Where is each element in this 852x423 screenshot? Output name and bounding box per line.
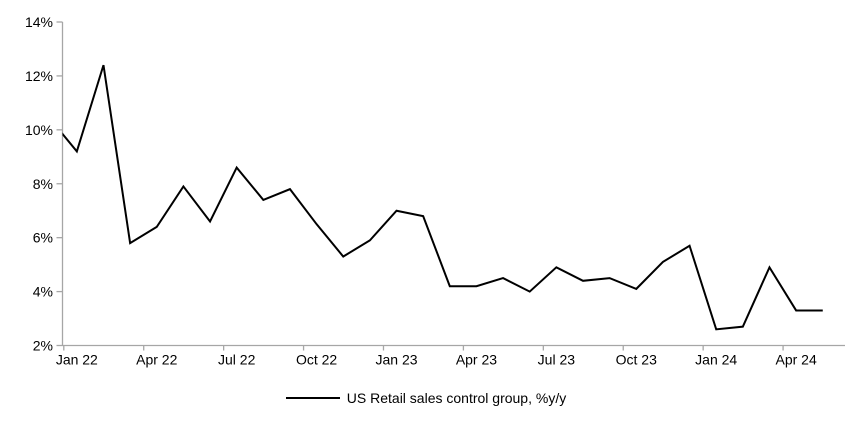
- y-tick-label: 6%: [33, 230, 53, 246]
- x-tick-label: Jan 23: [375, 352, 417, 368]
- x-tick-label: Jul 23: [538, 352, 576, 368]
- x-tick-label: Oct 22: [296, 352, 337, 368]
- y-tick-label: 10%: [25, 122, 53, 138]
- legend: US Retail sales control group, %y/y: [0, 389, 852, 407]
- y-tick-label: 14%: [25, 14, 53, 30]
- x-tick-label: Jan 24: [695, 352, 737, 368]
- x-tick-label: Oct 23: [616, 352, 657, 368]
- x-tick-label: Apr 22: [136, 352, 177, 368]
- x-tick-label: Apr 24: [775, 352, 816, 368]
- x-tick-label: Jan 22: [56, 352, 98, 368]
- x-tick-label: Apr 23: [456, 352, 497, 368]
- legend-series-label: US Retail sales control group, %y/y: [346, 390, 567, 406]
- y-tick-label: 2%: [33, 338, 53, 354]
- y-tick-label: 4%: [33, 284, 53, 300]
- y-tick-label: 12%: [25, 68, 53, 84]
- x-tick-label: Jul 22: [218, 352, 256, 368]
- series-line: [62, 64, 823, 331]
- y-tick-label: 8%: [33, 176, 53, 192]
- legend-line-sample: [285, 397, 340, 399]
